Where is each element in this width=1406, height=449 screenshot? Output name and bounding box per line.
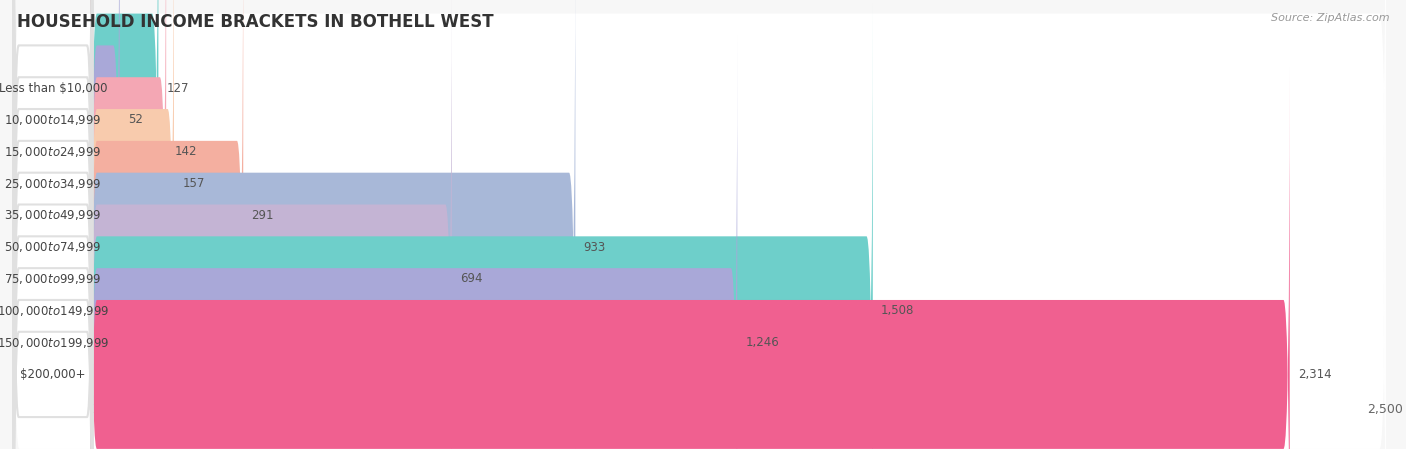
- Text: $200,000+: $200,000+: [20, 368, 86, 381]
- FancyBboxPatch shape: [13, 0, 1386, 427]
- FancyBboxPatch shape: [13, 0, 1386, 449]
- Text: 694: 694: [460, 273, 482, 286]
- FancyBboxPatch shape: [14, 0, 93, 396]
- FancyBboxPatch shape: [13, 67, 1386, 449]
- FancyBboxPatch shape: [90, 67, 1289, 449]
- FancyBboxPatch shape: [90, 0, 451, 449]
- Text: $50,000 to $74,999: $50,000 to $74,999: [4, 240, 101, 254]
- Text: 52: 52: [128, 113, 143, 126]
- Text: 127: 127: [167, 82, 190, 95]
- FancyBboxPatch shape: [90, 4, 873, 449]
- FancyBboxPatch shape: [90, 35, 737, 449]
- FancyBboxPatch shape: [13, 0, 1386, 396]
- FancyBboxPatch shape: [14, 0, 93, 449]
- FancyBboxPatch shape: [13, 35, 1386, 449]
- FancyBboxPatch shape: [13, 0, 1386, 449]
- FancyBboxPatch shape: [13, 0, 1386, 449]
- FancyBboxPatch shape: [90, 0, 159, 396]
- Text: $75,000 to $99,999: $75,000 to $99,999: [4, 272, 101, 286]
- Text: 142: 142: [174, 145, 197, 158]
- FancyBboxPatch shape: [14, 0, 93, 364]
- FancyBboxPatch shape: [13, 0, 1386, 449]
- FancyBboxPatch shape: [90, 0, 166, 449]
- Text: 2,314: 2,314: [1298, 368, 1331, 381]
- Text: $15,000 to $24,999: $15,000 to $24,999: [4, 145, 101, 158]
- Text: Source: ZipAtlas.com: Source: ZipAtlas.com: [1271, 13, 1389, 23]
- Text: HOUSEHOLD INCOME BRACKETS IN BOTHELL WEST: HOUSEHOLD INCOME BRACKETS IN BOTHELL WES…: [17, 13, 494, 31]
- FancyBboxPatch shape: [14, 0, 93, 449]
- FancyBboxPatch shape: [14, 67, 93, 449]
- FancyBboxPatch shape: [14, 0, 93, 427]
- FancyBboxPatch shape: [90, 0, 243, 449]
- Text: $10,000 to $14,999: $10,000 to $14,999: [4, 113, 101, 127]
- FancyBboxPatch shape: [90, 0, 575, 449]
- FancyBboxPatch shape: [13, 0, 1386, 449]
- Text: $100,000 to $149,999: $100,000 to $149,999: [0, 304, 110, 318]
- Text: 1,246: 1,246: [745, 336, 779, 349]
- FancyBboxPatch shape: [90, 0, 174, 449]
- Text: 291: 291: [252, 209, 274, 222]
- Text: Less than $10,000: Less than $10,000: [0, 82, 107, 95]
- Text: 1,508: 1,508: [882, 304, 914, 317]
- FancyBboxPatch shape: [90, 0, 120, 427]
- Text: $35,000 to $49,999: $35,000 to $49,999: [4, 208, 101, 222]
- Text: 933: 933: [583, 241, 606, 254]
- FancyBboxPatch shape: [14, 0, 93, 449]
- FancyBboxPatch shape: [14, 35, 93, 449]
- FancyBboxPatch shape: [13, 4, 1386, 449]
- Text: $150,000 to $199,999: $150,000 to $199,999: [0, 335, 110, 350]
- FancyBboxPatch shape: [14, 4, 93, 449]
- Text: 157: 157: [183, 177, 204, 190]
- FancyBboxPatch shape: [14, 99, 93, 449]
- Text: $25,000 to $34,999: $25,000 to $34,999: [4, 176, 101, 190]
